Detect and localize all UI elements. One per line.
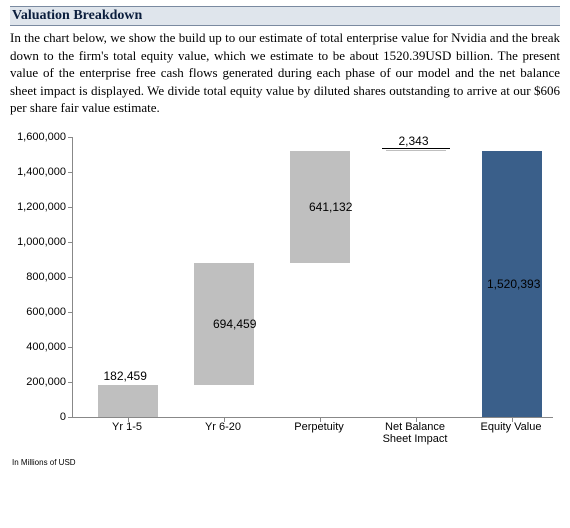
- y-tick-mark: [68, 417, 73, 418]
- x-axis-labels: Yr 1-5 Yr 6-20 Perpetuity Net Balance Sheet…: [72, 419, 552, 455]
- bar-value-label: 2,343: [399, 134, 429, 148]
- y-tick-label: 1,200,000: [17, 201, 66, 213]
- y-axis: 0200,000400,000600,000800,0001,000,0001,…: [10, 137, 70, 417]
- page-root: Valuation Breakdown In the chart below, …: [0, 0, 570, 528]
- x-axis-label: Yr 1-5: [83, 421, 171, 434]
- chart-footnote: In Millions of USD: [12, 458, 76, 467]
- body-paragraph: In the chart below, we show the build up…: [10, 29, 560, 117]
- y-tick-label: 200,000: [26, 376, 66, 388]
- y-tick-mark: [68, 382, 73, 383]
- y-tick-mark: [68, 242, 73, 243]
- x-axis-label: Yr 6-20: [179, 421, 267, 434]
- bar: [386, 150, 446, 151]
- x-axis-label: Equity Value: [467, 421, 555, 434]
- plot-area: 182,459 694,459 641,132 2,343 1,520,393: [72, 137, 553, 418]
- bar-underline: [382, 148, 450, 149]
- bar-value-label: 641,132: [309, 200, 352, 214]
- y-tick-label: 400,000: [26, 341, 66, 353]
- bar: [98, 385, 158, 417]
- y-tick-label: 0: [60, 411, 66, 423]
- y-tick-mark: [68, 172, 73, 173]
- bar-value-label: 1,520,393: [487, 277, 540, 291]
- y-tick-label: 1,000,000: [17, 236, 66, 248]
- y-tick-mark: [68, 207, 73, 208]
- x-axis-label: Perpetuity: [275, 421, 363, 434]
- section-title: Valuation Breakdown: [12, 8, 142, 23]
- y-tick-label: 1,400,000: [17, 166, 66, 178]
- y-tick-label: 1,600,000: [17, 131, 66, 143]
- y-tick-label: 800,000: [26, 271, 66, 283]
- x-axis-label: Net Balance Sheet Impact: [371, 421, 459, 446]
- y-tick-mark: [68, 277, 73, 278]
- y-tick-label: 600,000: [26, 306, 66, 318]
- section-title-bar: Valuation Breakdown: [10, 6, 560, 26]
- y-tick-mark: [68, 137, 73, 138]
- waterfall-chart: 0 200,000 400,000 600,000 800,000 1,000,000 1,…: [10, 137, 560, 467]
- y-tick-mark: [68, 347, 73, 348]
- bar-value-label: 694,459: [213, 317, 256, 331]
- y-tick-mark: [68, 312, 73, 313]
- bar-value-label: 182,459: [104, 369, 147, 383]
